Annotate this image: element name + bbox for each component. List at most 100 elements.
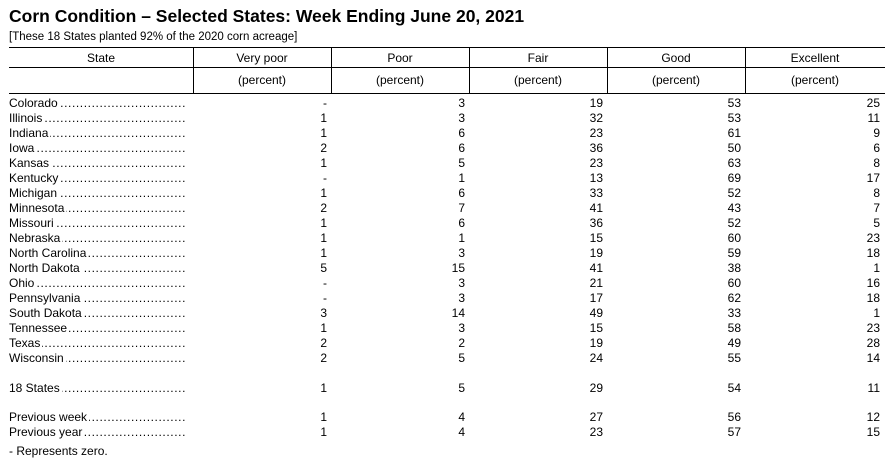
value-cell-excellent: 18	[866, 246, 880, 260]
value-cell-excellent: 1	[873, 261, 880, 275]
table-row: Ohio - 3 21 60 16	[0, 276, 896, 291]
state-cell: Nebraska	[9, 231, 185, 246]
column-divider	[193, 48, 194, 93]
value-cell-good: 56	[727, 410, 741, 424]
value-cell-good: 58	[727, 321, 741, 335]
value-cell-fair: 49	[589, 306, 603, 320]
state-name: Previous week	[9, 410, 90, 424]
unit-label-excellent: (percent)	[790, 73, 840, 87]
value-cell-poor: 3	[458, 321, 465, 335]
footnote: - Represents zero.	[9, 444, 108, 458]
value-cell-excellent: 18	[866, 291, 880, 305]
value-cell-very-poor: 1	[320, 126, 327, 140]
state-cell: Colorado	[9, 96, 185, 111]
value-cell-fair: 17	[589, 291, 603, 305]
table-row: South Dakota 3 14 49 33 1	[0, 306, 896, 321]
value-cell-very-poor: 1	[320, 425, 327, 439]
state-name: North Dakota	[9, 261, 82, 275]
value-cell-very-poor: -	[323, 96, 327, 110]
header-mid-rule	[9, 67, 885, 68]
value-cell-poor: 3	[458, 111, 465, 125]
value-cell-fair: 24	[589, 351, 603, 365]
state-name: Pennsylvania	[9, 291, 83, 305]
value-cell-fair: 36	[589, 141, 603, 155]
value-cell-good: 49	[727, 336, 741, 350]
value-cell-fair: 13	[589, 171, 603, 185]
state-name: Missouri	[9, 216, 56, 230]
table-row: Indiana 1 6 23 61 9	[0, 126, 896, 141]
header-bottom-rule	[9, 93, 885, 94]
value-cell-excellent: 6	[873, 141, 880, 155]
state-cell: Michigan	[9, 186, 185, 201]
value-cell-very-poor: 1	[320, 381, 327, 395]
value-cell-very-poor: 2	[320, 351, 327, 365]
value-cell-fair: 23	[589, 156, 603, 170]
table-subtitle: [These 18 States planted 92% of the 2020…	[9, 31, 298, 43]
state-name: Tennessee	[9, 321, 70, 335]
value-cell-poor: 6	[458, 141, 465, 155]
summary-row: Previous week 1 4 27 56 12	[0, 410, 896, 425]
value-cell-fair: 19	[589, 336, 603, 350]
value-cell-very-poor: 1	[320, 156, 327, 170]
value-cell-good: 69	[727, 171, 741, 185]
state-cell: Indiana	[9, 126, 185, 141]
value-cell-good: 62	[727, 291, 741, 305]
state-name: Kentucky	[9, 171, 61, 185]
state-name: Wisconsin	[9, 351, 66, 365]
state-name: Ohio	[9, 276, 37, 290]
value-cell-poor: 3	[458, 96, 465, 110]
state-cell: Texas	[9, 336, 185, 351]
state-name: Previous year	[9, 425, 85, 439]
state-name: 18 States	[9, 381, 62, 395]
column-divider	[745, 48, 746, 93]
value-cell-good: 53	[727, 96, 741, 110]
state-name: North Carolina	[9, 246, 89, 260]
value-cell-excellent: 23	[866, 231, 880, 245]
value-cell-poor: 1	[458, 231, 465, 245]
value-cell-good: 60	[727, 276, 741, 290]
value-cell-fair: 21	[589, 276, 603, 290]
table-row: Illinois 1 3 32 53 11	[0, 111, 896, 126]
value-cell-very-poor: 2	[320, 336, 327, 350]
state-cell: Previous week	[9, 410, 185, 425]
value-cell-very-poor: 1	[320, 231, 327, 245]
value-cell-very-poor: 1	[320, 246, 327, 260]
value-cell-excellent: 7	[873, 201, 880, 215]
value-cell-fair: 33	[589, 186, 603, 200]
value-cell-very-poor: 2	[320, 141, 327, 155]
header-top-rule	[9, 47, 885, 48]
value-cell-very-poor: 1	[320, 111, 327, 125]
state-name: Iowa	[9, 141, 37, 155]
value-cell-fair: 36	[589, 216, 603, 230]
table-row: Pennsylvania - 3 17 62 18	[0, 291, 896, 306]
value-cell-good: 55	[727, 351, 741, 365]
summary-row: 18 States 1 5 29 54 11	[0, 381, 896, 396]
column-header-fair: Fair	[527, 51, 549, 65]
value-cell-poor: 15	[451, 261, 465, 275]
table-row: North Carolina 1 3 19 59 18	[0, 246, 896, 261]
column-header-very-poor: Very poor	[236, 51, 288, 65]
table-row: Minnesota 2 7 41 43 7	[0, 201, 896, 216]
value-cell-poor: 4	[458, 410, 465, 424]
value-cell-poor: 5	[458, 381, 465, 395]
state-cell: North Dakota	[9, 261, 185, 276]
column-header-good: Good	[661, 51, 691, 65]
value-cell-excellent: 11	[867, 381, 880, 395]
value-cell-poor: 7	[458, 201, 465, 215]
state-cell: 18 States	[9, 381, 185, 396]
value-cell-good: 60	[727, 231, 741, 245]
state-cell: Pennsylvania	[9, 291, 185, 306]
value-cell-good: 61	[727, 126, 741, 140]
state-name: Colorado	[9, 96, 60, 110]
state-name: Illinois	[9, 111, 45, 125]
state-cell: Kansas	[9, 156, 185, 171]
value-cell-fair: 41	[589, 261, 603, 275]
state-cell: Iowa	[9, 141, 185, 156]
value-cell-fair: 27	[589, 410, 603, 424]
value-cell-excellent: 8	[873, 156, 880, 170]
state-cell: South Dakota	[9, 306, 185, 321]
value-cell-very-poor: 5	[320, 261, 327, 275]
table-row: Nebraska 1 1 15 60 23	[0, 231, 896, 246]
state-name: Nebraska	[9, 231, 63, 245]
value-cell-very-poor: -	[323, 171, 327, 185]
